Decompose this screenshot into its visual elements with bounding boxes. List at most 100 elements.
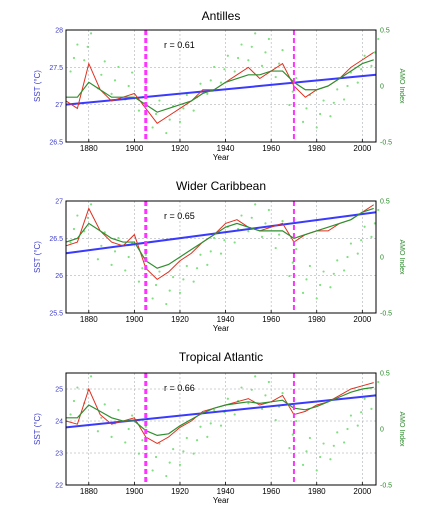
y2-tick-label: 0.5 bbox=[380, 199, 390, 206]
x-tick-label: 1920 bbox=[171, 144, 189, 153]
plot-frame bbox=[65, 372, 377, 486]
trend-line bbox=[65, 394, 377, 429]
amo-point bbox=[168, 289, 171, 292]
amo-point bbox=[308, 264, 311, 268]
x-tick-label: 1920 bbox=[171, 487, 189, 496]
panel-3: Tropical Atlantic 1880 1900 1920 1940 1960 198… bbox=[33, 350, 405, 505]
y-tick-label: 26 bbox=[55, 273, 63, 280]
amo-point bbox=[315, 126, 318, 129]
amo-point bbox=[247, 230, 250, 233]
amo-point bbox=[305, 278, 308, 281]
amo-point bbox=[110, 435, 113, 438]
plot-frame bbox=[65, 200, 377, 314]
y2-tick-label: -0.5 bbox=[380, 311, 392, 318]
amo-point bbox=[206, 92, 209, 95]
y-axis-label: SST (°C) bbox=[33, 413, 42, 445]
amo-point bbox=[250, 216, 253, 219]
amo-point bbox=[373, 51, 376, 54]
y-axis-label: SST (°C) bbox=[33, 70, 42, 102]
amo-point bbox=[223, 239, 226, 242]
amo-point bbox=[89, 203, 93, 206]
y-tick-label: 28 bbox=[55, 28, 63, 35]
y-axis-label: SST (°C) bbox=[33, 241, 42, 273]
amo-point bbox=[295, 77, 298, 80]
amo-point bbox=[100, 73, 103, 76]
amo-point bbox=[336, 431, 339, 434]
amo-point bbox=[291, 433, 294, 436]
x-tick-label: 1960 bbox=[262, 315, 280, 324]
correlation-label: r = 0.61 bbox=[164, 40, 195, 50]
amo-point bbox=[192, 452, 195, 455]
amo-point bbox=[240, 386, 243, 389]
amo-point bbox=[182, 450, 185, 453]
amo-point bbox=[117, 236, 120, 240]
y2-tick-label: 0.5 bbox=[380, 371, 390, 378]
amo-point bbox=[267, 208, 270, 212]
amo-point bbox=[278, 233, 281, 236]
amo-point bbox=[377, 208, 380, 212]
amo-point bbox=[124, 441, 127, 444]
y2-tick-label: 0 bbox=[380, 427, 384, 434]
y2-tick-label: 0.5 bbox=[380, 28, 390, 35]
y-tick-label: 22 bbox=[55, 483, 63, 490]
x-tick-label: 1900 bbox=[125, 487, 143, 496]
y-tick-label: 24 bbox=[55, 419, 63, 426]
amo-point bbox=[182, 278, 185, 281]
amo-point bbox=[165, 302, 168, 306]
amo-point bbox=[141, 439, 144, 442]
amo-point bbox=[267, 37, 270, 41]
amo-point bbox=[199, 425, 202, 428]
x-tick-label: 1900 bbox=[125, 144, 143, 153]
amo-point bbox=[336, 88, 339, 91]
y2-tick-label: 0 bbox=[380, 84, 384, 91]
amo-point bbox=[206, 435, 209, 438]
x-tick-label: 1940 bbox=[217, 315, 235, 324]
amo-point bbox=[127, 427, 130, 431]
amo-point bbox=[342, 269, 346, 272]
amo-point bbox=[154, 283, 158, 287]
amo-point bbox=[117, 408, 120, 412]
amo-point bbox=[247, 59, 250, 62]
amo-point bbox=[254, 32, 257, 35]
amo-point bbox=[96, 258, 100, 261]
amo-point bbox=[240, 214, 243, 217]
x-tick-label: 1880 bbox=[80, 487, 98, 496]
amo-point bbox=[144, 425, 147, 428]
plot-frame bbox=[65, 29, 377, 143]
amo-point bbox=[103, 60, 106, 63]
amo-point bbox=[110, 263, 113, 266]
amo-point bbox=[226, 54, 229, 57]
x-axis-label: Year bbox=[213, 153, 230, 162]
amo-point bbox=[342, 98, 346, 101]
amo-point bbox=[76, 43, 79, 46]
amo-point bbox=[308, 436, 311, 440]
amo-point bbox=[254, 203, 257, 206]
amo-point bbox=[195, 439, 199, 442]
amo-point bbox=[137, 280, 141, 283]
correlation-label: r = 0.66 bbox=[164, 383, 195, 393]
amo-point bbox=[137, 452, 141, 455]
amo-point bbox=[322, 442, 325, 445]
x-tick-label: 1920 bbox=[171, 315, 189, 324]
amo-point bbox=[360, 239, 363, 242]
amo-point bbox=[363, 397, 366, 400]
amo-point bbox=[223, 68, 226, 71]
amo-point bbox=[301, 291, 305, 294]
amo-point bbox=[158, 442, 161, 445]
amo-point bbox=[319, 455, 322, 459]
amo-point bbox=[288, 103, 291, 107]
x-tick-label: 1940 bbox=[217, 487, 235, 496]
amo-point bbox=[154, 455, 158, 459]
amo-point bbox=[192, 280, 195, 283]
amo-point bbox=[370, 407, 373, 410]
x-tick-label: 1980 bbox=[308, 144, 326, 153]
amo-point bbox=[219, 252, 223, 255]
amo-point bbox=[356, 252, 359, 255]
amo-point bbox=[144, 82, 147, 85]
amo-point bbox=[154, 112, 158, 116]
amo-point bbox=[332, 101, 335, 104]
amo-point bbox=[69, 241, 72, 244]
x-tick-label: 2000 bbox=[353, 487, 371, 496]
amo-point bbox=[363, 225, 366, 228]
amo-point bbox=[319, 283, 322, 287]
